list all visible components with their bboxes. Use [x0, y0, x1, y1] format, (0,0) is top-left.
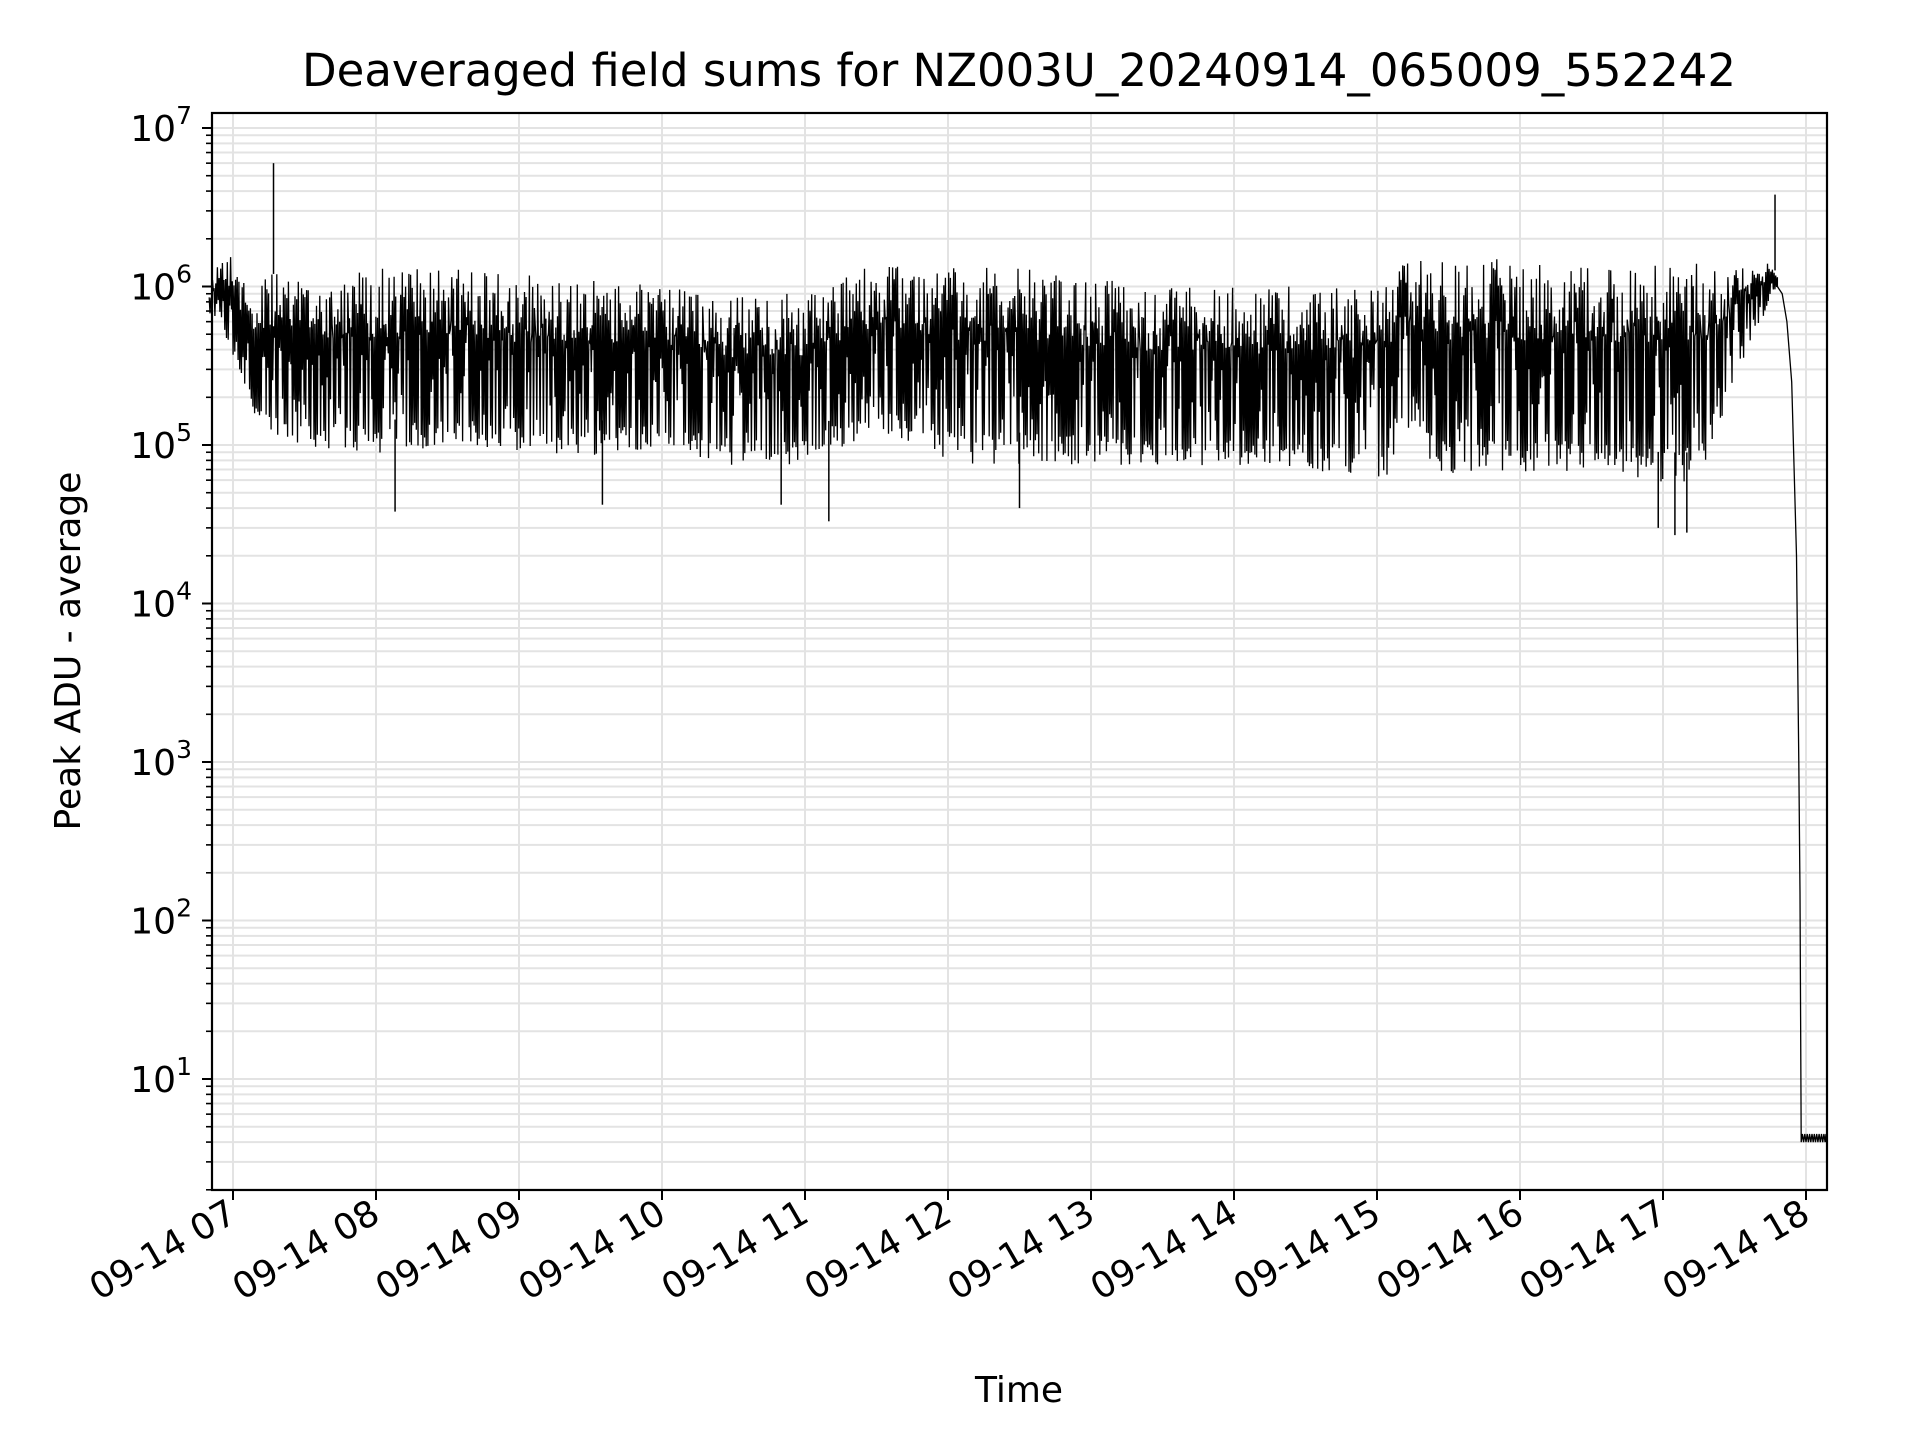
series-line	[208, 257, 1827, 1143]
y-tick-label: 102	[130, 894, 192, 943]
y-tick-label: 105	[130, 418, 192, 467]
y-tick-label: 104	[130, 577, 192, 626]
data-series	[208, 163, 1827, 1143]
y-tick-label: 103	[130, 735, 192, 784]
grid	[212, 113, 1827, 1191]
y-tick-label: 107	[130, 101, 192, 150]
chart-title: Deaveraged field sums for NZ003U_2024091…	[302, 44, 1736, 97]
y-axis-label: Peak ADU - average	[48, 472, 89, 831]
x-axis-label: Time	[974, 1370, 1063, 1411]
y-axis: 101 102 103 104 105 106 107	[130, 101, 212, 1191]
y-tick-label: 106	[130, 260, 192, 309]
y-tick-label: 101	[130, 1052, 192, 1101]
